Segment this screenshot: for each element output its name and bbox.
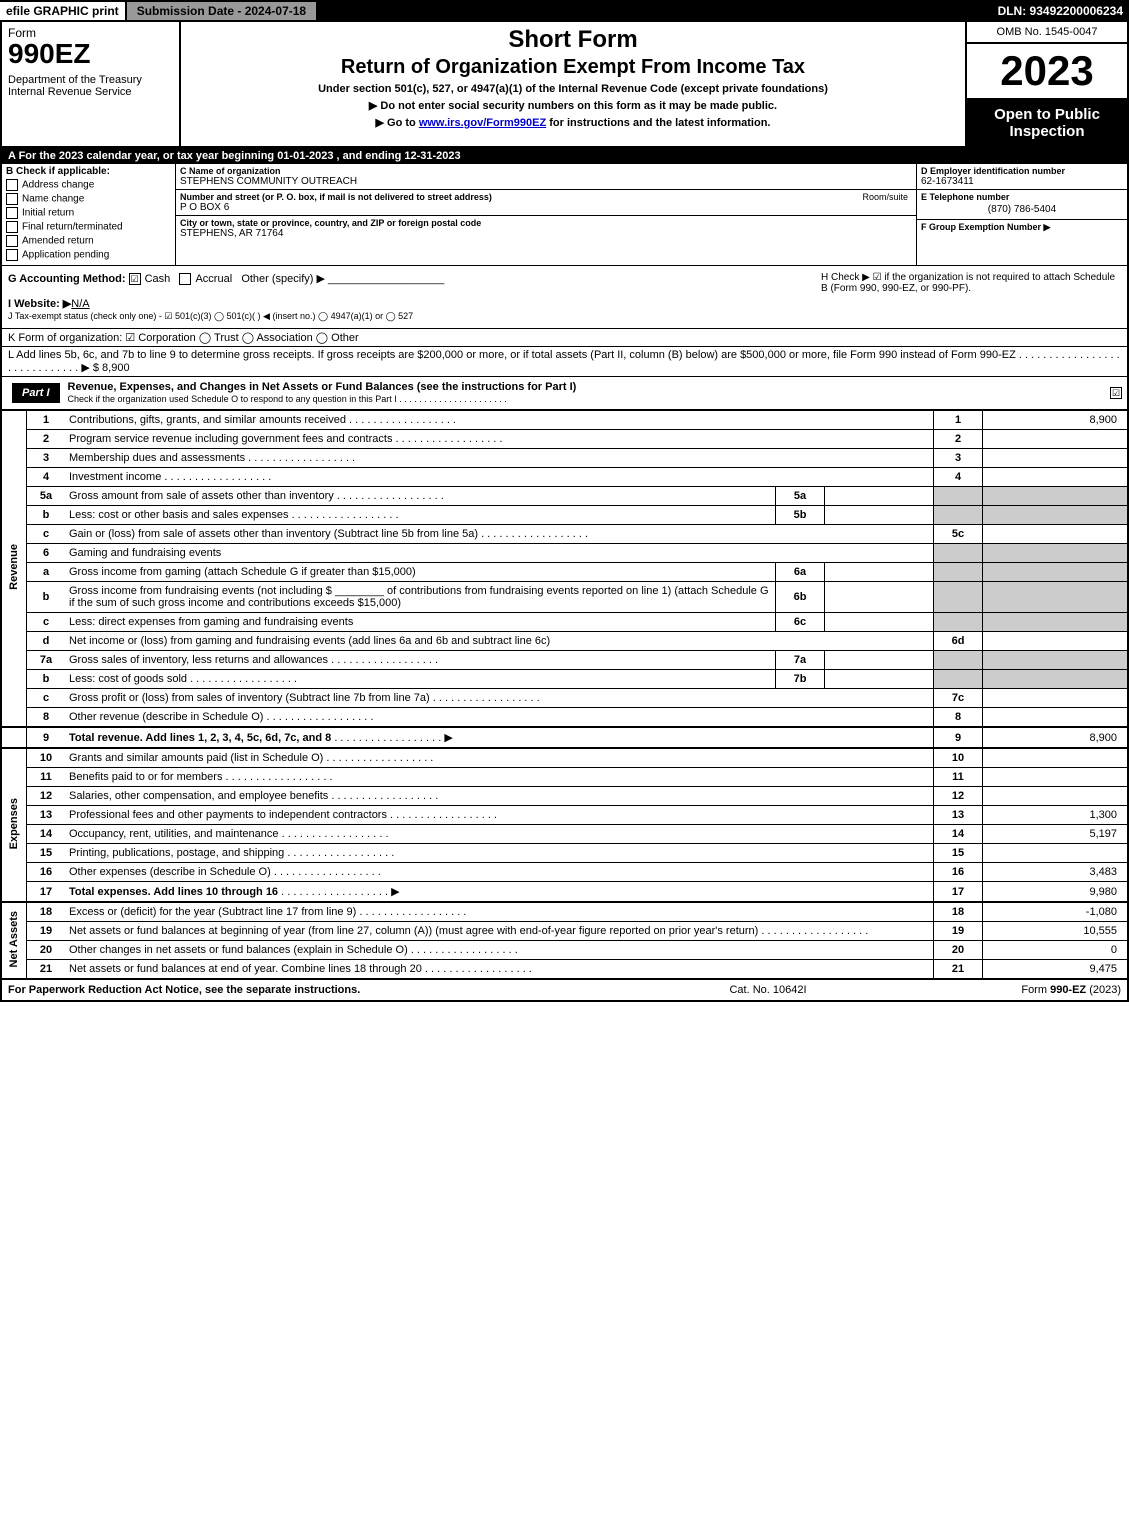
subtitle-3: ▶ Go to www.irs.gov/Form990EZ for instru…: [191, 116, 955, 129]
checkbox-schedule-o[interactable]: ☑: [1110, 387, 1122, 399]
checkbox-name[interactable]: [6, 193, 18, 205]
checkbox-address[interactable]: [6, 179, 18, 191]
subtitle-1: Under section 501(c), 527, or 4947(a)(1)…: [191, 83, 955, 95]
line-3-value: [983, 449, 1128, 468]
checkbox-final[interactable]: [6, 221, 18, 233]
ein-label: D Employer identification number: [921, 166, 1123, 176]
line-k: K Form of organization: ☑ Corporation ◯ …: [2, 329, 1127, 347]
line-15-value: [983, 844, 1128, 863]
street-label: Number and street (or P. O. box, if mail…: [180, 192, 912, 202]
line-21-value: 9,475: [983, 960, 1128, 979]
line-1-value: 8,900: [983, 411, 1128, 430]
short-form-title: Short Form: [191, 26, 955, 54]
line-2-value: [983, 430, 1128, 449]
ein-value: 62-1673411: [921, 176, 1123, 187]
city-label: City or town, state or province, country…: [180, 218, 912, 228]
irs-label: Internal Revenue Service: [8, 86, 173, 98]
netassets-side-label: Net Assets: [8, 907, 20, 971]
website-value: N/A: [71, 298, 89, 310]
line-13-value: 1,300: [983, 806, 1128, 825]
part-1-tag: Part I: [12, 383, 60, 403]
footer-catalog: Cat. No. 10642I: [515, 984, 1022, 996]
line-10-value: [983, 748, 1128, 768]
line-g: G Accounting Method: ☑Cash Accrual Other…: [2, 266, 815, 328]
section-def: D Employer identification number 62-1673…: [916, 164, 1127, 265]
line-h: H Check ▶ ☑ if the organization is not r…: [815, 266, 1127, 328]
page-footer: For Paperwork Reduction Act Notice, see …: [2, 978, 1127, 1000]
tax-year: 2023: [967, 44, 1127, 100]
section-c: C Name of organization STEPHENS COMMUNIT…: [176, 164, 916, 265]
group-exempt-label: F Group Exemption Number ▶: [921, 222, 1123, 233]
line-11-value: [983, 768, 1128, 787]
subtitle-2: ▶ Do not enter social security numbers o…: [191, 99, 955, 112]
line-19-value: 10,555: [983, 922, 1128, 941]
form-header: Form 990EZ Department of the Treasury In…: [2, 22, 1127, 148]
line-j: J Tax-exempt status (check only one) - ☑…: [8, 311, 413, 321]
line-8-value: [983, 708, 1128, 728]
line-14-value: 5,197: [983, 825, 1128, 844]
revenue-side-label: Revenue: [8, 540, 20, 594]
footer-right: Form 990-EZ (2023): [1021, 984, 1121, 996]
org-name: STEPHENS COMMUNITY OUTREACH: [180, 176, 912, 187]
checkbox-amended[interactable]: [6, 235, 18, 247]
efile-label[interactable]: efile GRAPHIC print: [0, 2, 127, 20]
phone-value: (870) 786-5404: [921, 202, 1123, 217]
irs-link[interactable]: www.irs.gov/Form990EZ: [419, 117, 546, 129]
section-b: B Check if applicable: Address change Na…: [2, 164, 176, 265]
line-6d-value: [983, 632, 1128, 651]
line-a: A For the 2023 calendar year, or tax yea…: [2, 148, 1127, 164]
section-b-header: B Check if applicable:: [6, 166, 171, 177]
org-name-label: C Name of organization: [180, 166, 912, 176]
line-20-value: 0: [983, 941, 1128, 960]
part-1-table: Revenue 1 Contributions, gifts, grants, …: [2, 410, 1127, 978]
line-16-value: 3,483: [983, 863, 1128, 882]
line-12-value: [983, 787, 1128, 806]
part-1-desc: Revenue, Expenses, and Changes in Net As…: [68, 381, 577, 393]
top-bar: efile GRAPHIC print Submission Date - 20…: [0, 0, 1129, 22]
form-number: 990EZ: [8, 40, 173, 68]
checkbox-pending[interactable]: [6, 249, 18, 261]
part-1-note: Check if the organization used Schedule …: [68, 394, 507, 404]
main-title: Return of Organization Exempt From Incom…: [191, 56, 955, 79]
omb-number: OMB No. 1545-0047: [967, 22, 1127, 44]
website-label: I Website: ▶: [8, 298, 71, 310]
phone-label: E Telephone number: [921, 192, 1123, 202]
part-1-header: Part I Revenue, Expenses, and Changes in…: [2, 376, 1127, 410]
gross-receipts: 8,900: [102, 362, 130, 374]
checkbox-accrual[interactable]: [179, 273, 191, 285]
expenses-side-label: Expenses: [8, 794, 20, 853]
line-18-value: -1,080: [983, 902, 1128, 922]
line-7c-value: [983, 689, 1128, 708]
line-5c-value: [983, 525, 1128, 544]
street-value: P O BOX 6: [180, 202, 912, 213]
footer-left: For Paperwork Reduction Act Notice, see …: [8, 984, 515, 996]
open-inspection: Open to Public Inspection: [967, 100, 1127, 146]
dln-label: DLN: 93492200006234: [992, 2, 1129, 20]
submission-date: Submission Date - 2024-07-18: [127, 2, 318, 20]
dept-treasury: Department of the Treasury: [8, 74, 173, 86]
line-4-value: [983, 468, 1128, 487]
city-value: STEPHENS, AR 71764: [180, 228, 912, 239]
checkbox-cash[interactable]: ☑: [129, 273, 141, 285]
line-17-value: 9,980: [983, 882, 1128, 903]
line-l: L Add lines 5b, 6c, and 7b to line 9 to …: [2, 347, 1127, 376]
line-9-value: 8,900: [983, 727, 1128, 748]
room-label: Room/suite: [862, 192, 908, 202]
checkbox-initial[interactable]: [6, 207, 18, 219]
